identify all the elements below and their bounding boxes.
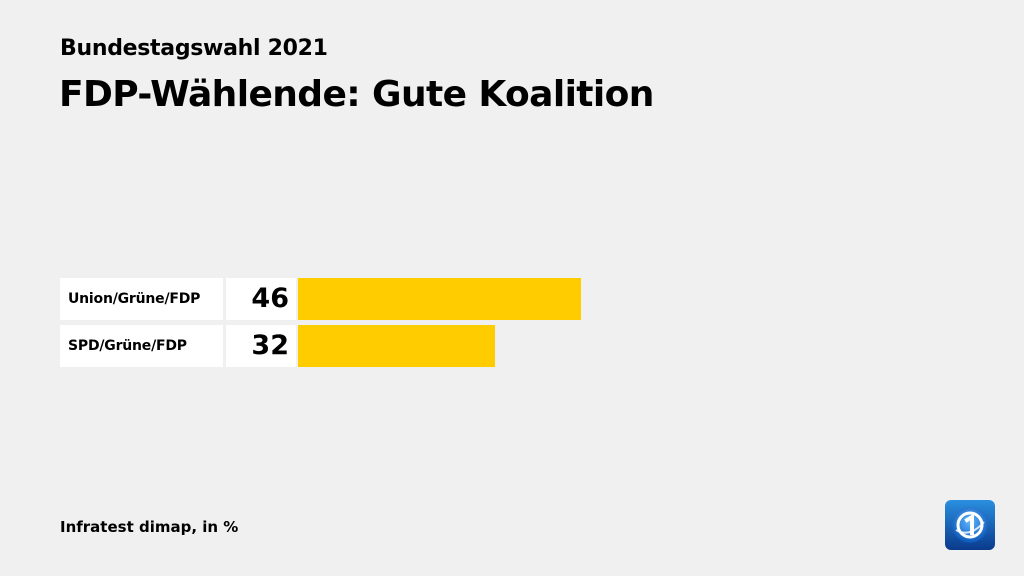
bar [298,278,581,320]
value-label: 46 [226,278,296,320]
chart-title: FDP-Wählende: Gute Koalition [59,74,654,115]
category-label: SPD/Grüne/FDP [60,325,223,367]
chart-subtitle: Bundestagswahl 2021 [60,36,328,61]
category-label: Union/Grüne/FDP [60,278,223,320]
source-note: Infratest dimap, in % [60,518,239,536]
value-label: 32 [226,325,296,367]
bar [298,325,495,367]
tagesschau-logo-icon [945,500,995,550]
